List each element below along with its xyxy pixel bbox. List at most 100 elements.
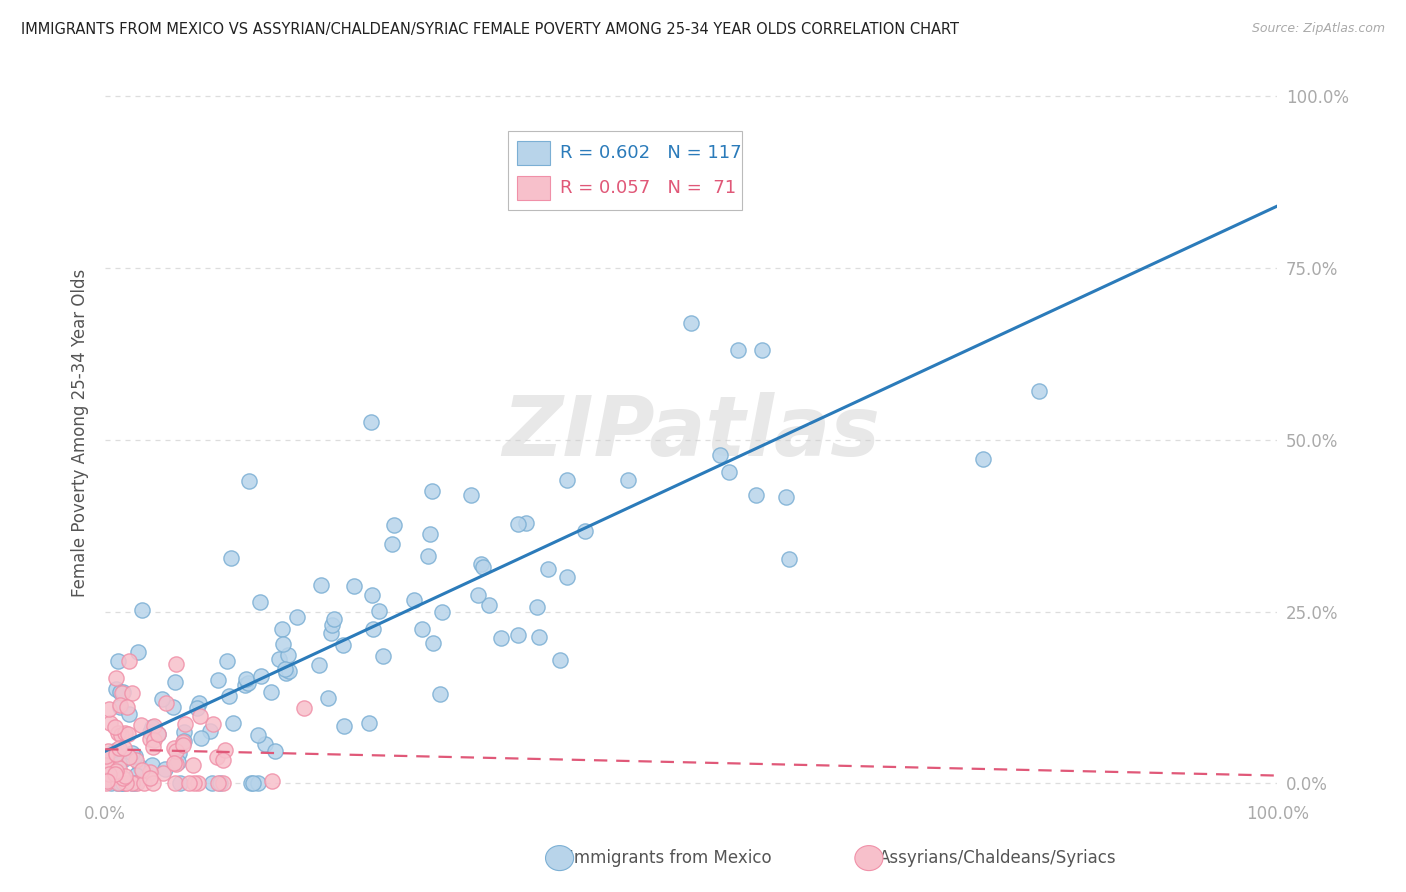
Point	[233, 677, 256, 691]
Point	[162, 700, 184, 714]
Point	[127, 645, 149, 659]
Point	[972, 452, 994, 467]
Point	[118, 750, 141, 764]
Point	[97, 702, 120, 716]
Point	[212, 753, 235, 767]
Point	[100, 771, 122, 785]
Point	[169, 776, 191, 790]
Point	[262, 774, 284, 789]
Point	[717, 466, 740, 480]
Text: R = 0.057   N =  71: R = 0.057 N = 71	[560, 179, 735, 197]
Point	[332, 638, 354, 652]
Point	[555, 569, 578, 583]
Point	[277, 664, 299, 678]
Point	[167, 755, 190, 769]
Point	[246, 776, 269, 790]
Point	[727, 343, 749, 358]
Point	[139, 771, 162, 785]
Point	[139, 731, 162, 746]
Point	[292, 701, 315, 715]
Point	[104, 764, 127, 778]
Point	[105, 681, 128, 696]
Point	[253, 737, 276, 751]
Point	[238, 676, 260, 690]
Point	[555, 473, 578, 487]
Text: Source: ZipAtlas.com: Source: ZipAtlas.com	[1251, 22, 1385, 36]
Point	[129, 718, 152, 732]
Point	[343, 579, 366, 593]
Point	[142, 719, 165, 733]
Point	[111, 776, 134, 790]
Point	[311, 578, 333, 592]
Point	[537, 562, 560, 576]
Point	[98, 716, 121, 731]
Text: ZIPatlas: ZIPatlas	[502, 392, 880, 474]
Point	[165, 657, 187, 671]
Point	[108, 761, 131, 775]
Point	[112, 776, 135, 790]
Point	[207, 776, 229, 790]
Point	[150, 691, 173, 706]
Point	[361, 589, 384, 603]
Point	[214, 743, 236, 757]
Point	[207, 673, 229, 688]
Point	[111, 686, 134, 700]
Point	[165, 776, 187, 790]
Point	[381, 536, 404, 550]
Point	[173, 733, 195, 747]
Point	[153, 762, 176, 776]
Point	[146, 727, 169, 741]
Point	[215, 653, 238, 667]
Point	[127, 776, 149, 790]
Point	[96, 773, 118, 788]
Point	[419, 526, 441, 541]
Point	[167, 746, 190, 760]
Point	[681, 316, 703, 330]
Point	[115, 776, 138, 790]
Point	[235, 673, 257, 687]
Point	[271, 637, 294, 651]
Point	[163, 756, 186, 770]
Point	[218, 689, 240, 703]
Point	[142, 739, 165, 754]
Point	[165, 744, 187, 758]
Point	[108, 756, 131, 771]
Point	[198, 723, 221, 738]
Point	[172, 739, 194, 753]
Point	[467, 588, 489, 602]
Point	[108, 685, 131, 699]
Point	[96, 758, 118, 772]
Point	[108, 776, 131, 790]
Point	[97, 744, 120, 758]
Text: Assyrians/Chaldeans/Syriacs: Assyrians/Chaldeans/Syriacs	[879, 849, 1116, 867]
Point	[201, 717, 224, 731]
Point	[100, 776, 122, 790]
Point	[775, 490, 797, 504]
Text: R = 0.602   N = 117: R = 0.602 N = 117	[560, 145, 741, 162]
Point	[274, 662, 297, 676]
Point	[357, 715, 380, 730]
Point	[402, 593, 425, 607]
Point	[112, 740, 135, 755]
Point	[238, 475, 260, 489]
Point	[104, 720, 127, 734]
Point	[460, 487, 482, 501]
Point	[107, 654, 129, 668]
Point	[274, 666, 297, 681]
Point	[422, 636, 444, 650]
Point	[219, 551, 242, 566]
Point	[285, 610, 308, 624]
Point	[155, 696, 177, 710]
Point	[508, 517, 530, 532]
Point	[263, 744, 285, 758]
Point	[260, 685, 283, 699]
Point	[222, 715, 245, 730]
Text: Immigrants from Mexico: Immigrants from Mexico	[569, 849, 772, 867]
Point	[97, 767, 120, 781]
Point	[172, 735, 194, 749]
Point	[141, 758, 163, 772]
Point	[174, 716, 197, 731]
Point	[249, 669, 271, 683]
Point	[114, 769, 136, 783]
Point	[190, 731, 212, 745]
